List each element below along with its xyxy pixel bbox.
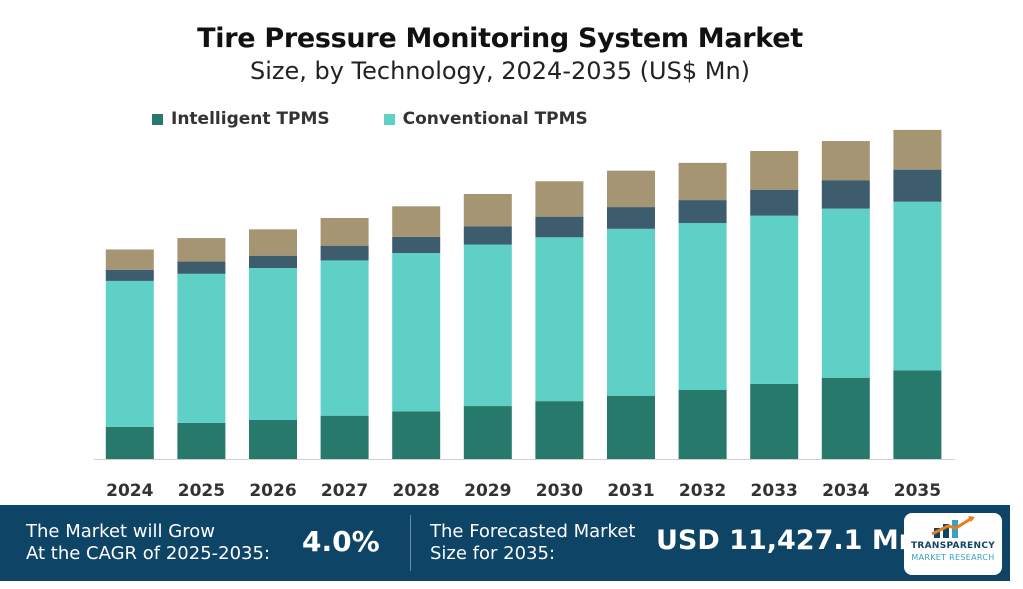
bar-segment-2035-s3 — [893, 129, 942, 170]
forecast-label-line1: The Forecasted Market — [430, 521, 636, 542]
bar-segment-2028-s3 — [392, 206, 441, 237]
bar-segment-2032-s2 — [678, 200, 727, 224]
chart-subtitle: Size, by Technology, 2024-2035 (US$ Mn) — [249, 57, 751, 85]
bar-segment-2035-s2 — [893, 169, 942, 202]
bar-segment-2028-s2 — [392, 236, 441, 254]
bar-segment-2024-s3 — [105, 249, 154, 270]
bar-segment-2027-s1 — [320, 260, 369, 416]
cagr-label-line1: The Market will Grow — [26, 521, 215, 542]
legend-label-intelligent: Intelligent TPMS — [171, 109, 330, 129]
bar-segment-2026-s1 — [249, 267, 297, 420]
title-block: Tire Pressure Monitoring System Market S… — [0, 22, 1000, 86]
bar-segment-2024-s2 — [105, 269, 154, 281]
logo-text-1: TRANSPARENCY — [910, 541, 996, 551]
bar-segment-2024-s1 — [105, 280, 154, 427]
company-logo: TRANSPARENCY MARKET RESEARCH — [904, 513, 1002, 575]
bar-segment-2026-s0 — [249, 419, 297, 459]
x-tick-label-2030: 2030 — [536, 481, 583, 501]
bar-segment-2029-s3 — [463, 193, 512, 227]
bar-segment-2030-s2 — [535, 216, 584, 238]
legend-item-conventional: Conventional TPMS — [383, 109, 588, 129]
chart-title: Tire Pressure Monitoring System Market — [197, 23, 803, 54]
bar-segment-2024-s0 — [105, 426, 154, 459]
bar-segment-2031-s0 — [607, 395, 655, 459]
bar-segment-2032-s3 — [678, 162, 727, 201]
x-tick-label-2027: 2027 — [321, 481, 368, 501]
bar-segment-2025-s2 — [177, 261, 226, 274]
cagr-label-line2: At the CAGR of 2025-2035: — [26, 543, 271, 564]
bar-segment-2033-s2 — [750, 189, 799, 216]
footer-divider — [410, 515, 411, 571]
bar-segment-2027-s0 — [320, 415, 369, 459]
bar-segment-2031-s2 — [607, 207, 655, 229]
bar-segment-2030-s0 — [535, 401, 584, 459]
footer-banner: The Market will Grow At the CAGR of 2025… — [0, 505, 1010, 581]
bar-segment-2027-s2 — [320, 245, 369, 261]
bar-segment-2034-s1 — [821, 208, 870, 378]
forecast-value: USD 11,427.1 Mn — [656, 525, 918, 556]
forecast-label-line2: Size for 2035: — [430, 543, 556, 564]
bar-segment-2030-s3 — [535, 181, 584, 217]
bar-segment-2030-s1 — [535, 237, 584, 402]
x-tick-label-2026: 2026 — [249, 481, 296, 501]
bar-segment-2034-s0 — [821, 377, 870, 459]
legend-swatch-conventional — [383, 113, 395, 125]
x-tick-label-2025: 2025 — [178, 481, 225, 501]
x-tick-label-2034: 2034 — [822, 481, 869, 501]
bar-segment-2026-s3 — [249, 229, 297, 256]
bar-segment-2033-s1 — [750, 215, 799, 384]
x-tick-label-2029: 2029 — [464, 481, 511, 501]
bar-segment-2029-s0 — [463, 406, 512, 459]
x-tick-label-2024: 2024 — [106, 481, 153, 501]
x-tick-label-2028: 2028 — [393, 481, 440, 501]
bar-segment-2028-s1 — [392, 253, 441, 412]
bar-segment-2034-s3 — [821, 141, 870, 181]
x-tick-label-2033: 2033 — [751, 481, 798, 501]
bar-segment-2025-s0 — [177, 422, 226, 459]
bar-segment-2025-s1 — [177, 273, 226, 423]
stacked-bar-chart: 2024 2025 2026 2027 2028 2029 2030 2031 2032 2033… — [94, 129, 955, 501]
bar-segment-2034-s2 — [821, 180, 870, 209]
x-tick-label-2031: 2031 — [607, 481, 654, 501]
legend-swatch-intelligent — [152, 113, 163, 125]
x-tick-label-2032: 2032 — [679, 481, 726, 501]
cagr-value: 4.0% — [302, 525, 380, 558]
bar-segment-2032-s0 — [678, 389, 727, 459]
logo-bars-icon — [931, 516, 975, 538]
x-tick-label-2035: 2035 — [894, 481, 941, 501]
bar-segment-2033-s0 — [750, 383, 799, 459]
legend-label-conventional: Conventional TPMS — [402, 109, 588, 129]
bar-segment-2032-s1 — [678, 223, 727, 390]
logo-text-2: MARKET RESEARCH — [911, 553, 995, 562]
bar-segment-2033-s3 — [750, 150, 799, 190]
bar-segment-2026-s2 — [249, 255, 297, 268]
bar-segment-2028-s0 — [392, 411, 441, 459]
bar-segment-2025-s3 — [177, 238, 226, 262]
bar-segment-2035-s1 — [893, 201, 942, 371]
bar-segment-2029-s1 — [463, 244, 512, 407]
legend-item-intelligent: Intelligent TPMS — [152, 109, 330, 129]
legend: Intelligent TPMS Conventional TPMS — [152, 109, 588, 129]
bar-segment-2031-s3 — [607, 170, 655, 208]
bar-segment-2031-s1 — [607, 228, 655, 396]
bar-segment-2027-s3 — [320, 217, 369, 246]
bar-segment-2029-s2 — [463, 226, 512, 245]
bar-segment-2035-s0 — [893, 370, 942, 459]
